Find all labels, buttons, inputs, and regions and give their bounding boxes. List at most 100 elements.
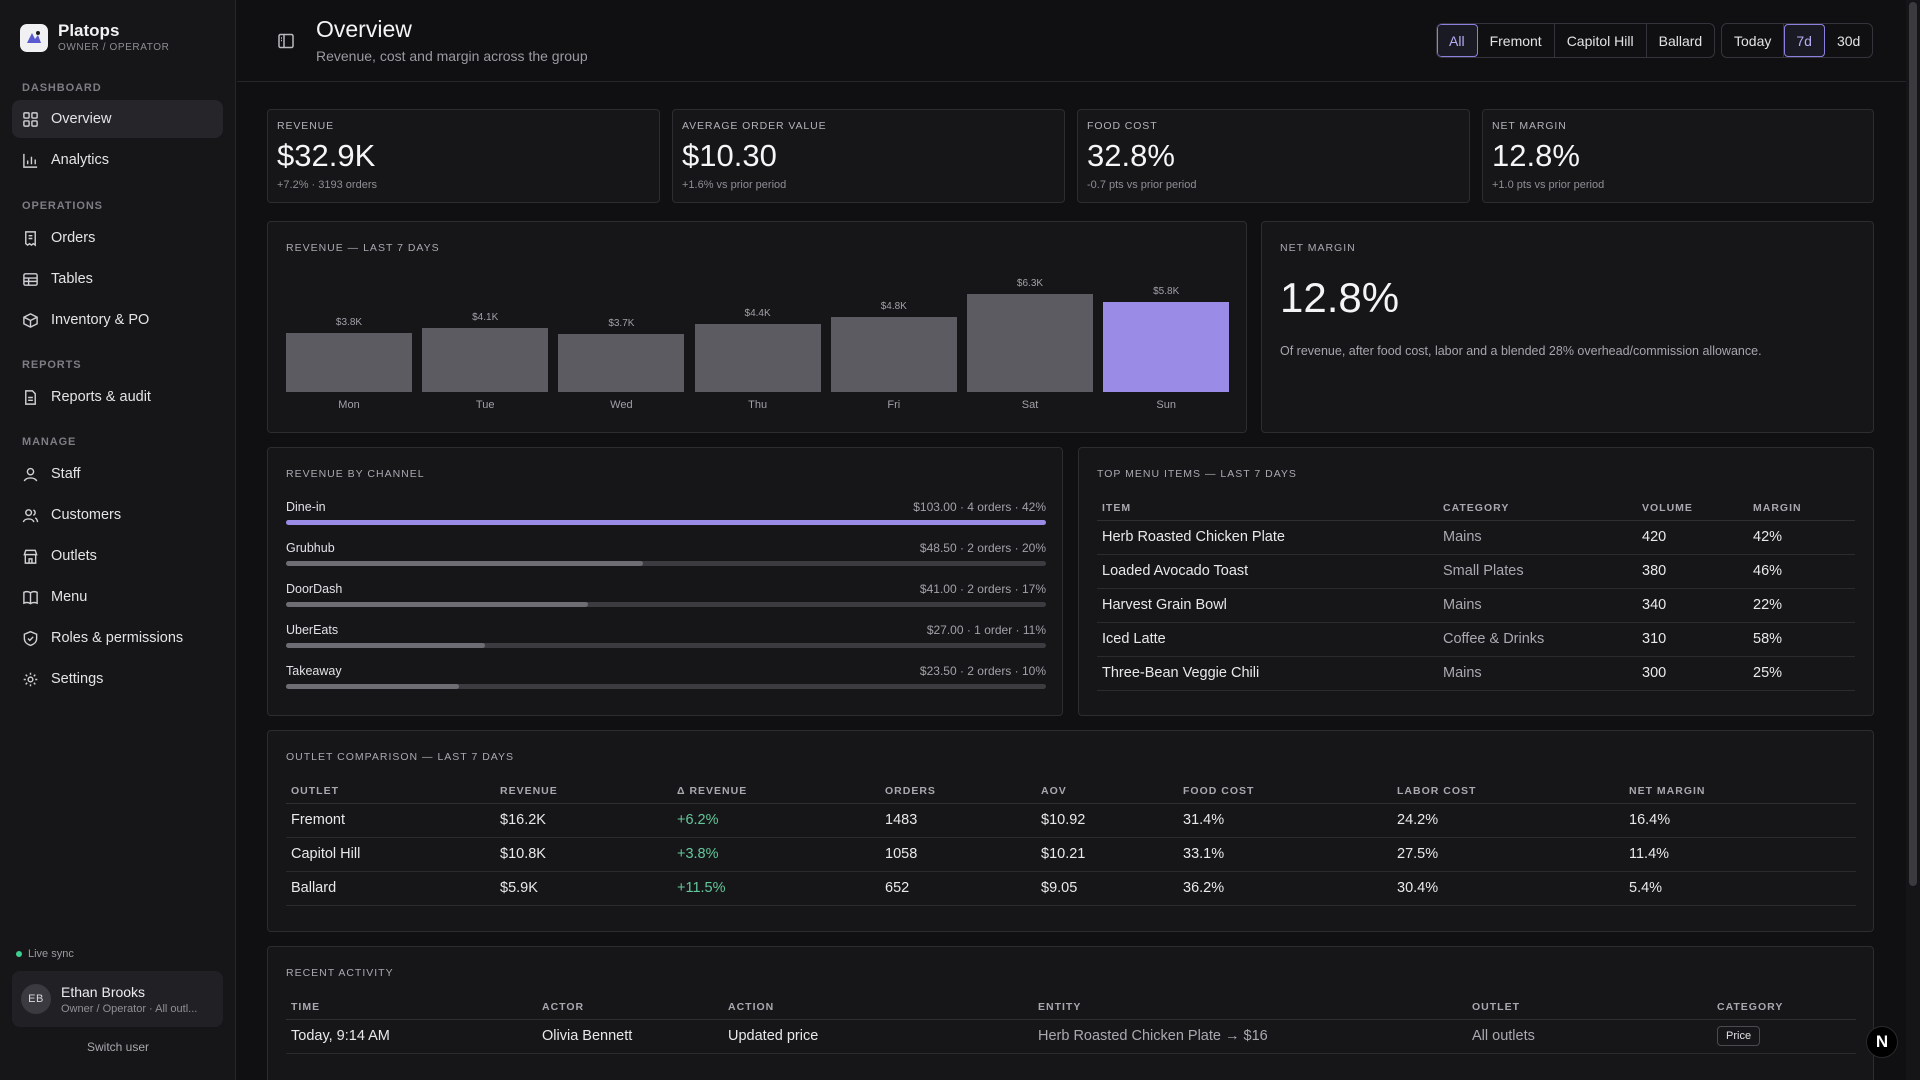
revenue-bar[interactable] — [286, 332, 412, 392]
table-row[interactable]: Ballard $5.9K +11.5% 652 $9.05 36.2% 30.4% 5.4% — [286, 871, 1856, 906]
table-cell: 5.4% — [1624, 871, 1856, 906]
outlet-filter-all[interactable]: All — [1437, 24, 1478, 57]
revenue-bar[interactable] — [1103, 301, 1230, 392]
kpi-value: 12.8% — [1492, 138, 1580, 173]
sidebar-item-outlets[interactable]: Outlets — [12, 537, 223, 575]
sidebar-item-menu[interactable]: Menu — [12, 578, 223, 616]
revenue-bar[interactable] — [422, 328, 549, 392]
revenue-bar[interactable] — [694, 323, 821, 392]
column-header[interactable]: NET MARGIN — [1624, 775, 1856, 804]
kpi-card-food-cost: FOOD COST 32.8% -0.7 pts vs prior period — [1077, 109, 1470, 203]
outlet-filter-ballard[interactable]: Ballard — [1658, 32, 1703, 49]
column-header[interactable]: VOLUME — [1637, 492, 1748, 521]
sidebar-item-inventory[interactable]: Inventory & PO — [12, 301, 223, 339]
category-badge[interactable]: Price — [1717, 1026, 1761, 1046]
column-header[interactable]: CATEGORY — [1712, 991, 1856, 1020]
live-sync-indicator: Live sync — [16, 948, 74, 960]
table-cell: 33.1% — [1178, 837, 1392, 872]
column-header[interactable]: OUTLET — [1467, 991, 1712, 1020]
column-header[interactable]: REVENUE — [495, 775, 672, 804]
column-header[interactable]: OUTLET — [286, 775, 495, 804]
revenue-bar[interactable] — [558, 334, 685, 392]
bar-value-label: $3.7K — [608, 318, 635, 330]
period-filter-7d[interactable]: 7d — [1784, 24, 1825, 57]
sidebar-item-label: Settings — [51, 671, 104, 687]
table-row[interactable]: Capitol Hill $10.8K +3.8% 1058 $10.21 33.1% 27… — [286, 837, 1856, 872]
table-row[interactable]: Fremont $16.2K +6.2% 1483 $10.92 31.4% 24.2% 16… — [286, 803, 1856, 838]
avatar: EB — [21, 984, 51, 1014]
channel-bar-fill — [286, 643, 486, 648]
section-label-reports: REPORTS — [22, 359, 82, 371]
channel-stats: $103.00 · 4 orders · 42% — [913, 500, 1046, 514]
period-filter-today[interactable]: Today — [1722, 24, 1785, 57]
kpi-card-aov: AVERAGE ORDER VALUE $10.30 +1.6% vs prio… — [672, 109, 1065, 203]
bar-category-label: Thu — [748, 399, 768, 411]
scroll-thumb[interactable] — [1909, 2, 1917, 886]
column-header[interactable]: MARGIN — [1748, 492, 1855, 521]
table-cell: $10.92 — [1036, 803, 1178, 838]
table-cell: +6.2% — [672, 803, 880, 838]
table-cell: Loaded Avocado Toast — [1097, 554, 1438, 589]
table-cell: 25% — [1748, 656, 1855, 691]
outlet-filter-capitol-hill[interactable]: Capitol Hill — [1555, 24, 1647, 57]
table-cell: 46% — [1748, 554, 1855, 589]
column-header[interactable]: ACTION — [723, 991, 1033, 1020]
recent-activity-title: RECENT ACTIVITY — [286, 967, 394, 979]
outlet-filter: All Fremont Capitol Hill Ballard — [1436, 23, 1716, 58]
sidebar-item-staff[interactable]: Staff — [12, 455, 223, 493]
bar-value-label: $4.8K — [880, 301, 907, 313]
channel-bar-fill — [286, 684, 460, 689]
table-cell: Mains — [1438, 588, 1637, 623]
sidebar-item-customers[interactable]: Customers — [12, 496, 223, 534]
table-cell: $16.2K — [495, 803, 672, 838]
column-header[interactable]: LABOR COST — [1392, 775, 1624, 804]
brand[interactable]: Platops OWNER / OPERATOR — [20, 22, 169, 53]
switch-user-link[interactable]: Switch user — [86, 1040, 150, 1054]
table-row[interactable]: Herb Roasted Chicken Plate Mains 420 42% — [1097, 520, 1855, 555]
table-row[interactable]: Today, 9:14 AM Olivia Bennett Updated pric… — [286, 1019, 1856, 1054]
bar-category-label: Tue — [475, 399, 495, 411]
top-items-card: TOP MENU ITEMS — LAST 7 DAYS ITEM CATEGOR… — [1078, 447, 1874, 716]
sidebar-item-label: Overview — [51, 111, 112, 127]
column-header[interactable]: FOOD COST — [1178, 775, 1392, 804]
recent-activity-table: TIME ACTOR ACTION ENTITY OUTLET CATEGORY Toda… — [286, 991, 1856, 1054]
page-scrollbar[interactable] — [1906, 0, 1920, 1080]
sidebar-item-overview[interactable]: Overview — [12, 100, 223, 138]
revenue-bar[interactable] — [830, 317, 957, 392]
table-cell: 380 — [1637, 554, 1748, 589]
column-header[interactable]: ACTOR — [537, 991, 723, 1020]
sidebar-item-analytics[interactable]: Analytics — [12, 141, 223, 179]
table-row[interactable]: Three-Bean Veggie Chili Mains 300 25% — [1097, 656, 1855, 691]
sidebar-item-orders[interactable]: Orders — [12, 219, 223, 257]
bar-category-label: Wed — [610, 399, 633, 411]
user-card[interactable]: EB Ethan Brooks Owner / Operator · All o… — [12, 971, 223, 1027]
outlet-comparison-table: OUTLET REVENUE Δ REVENUE ORDERS AOV FOOD COST… — [286, 775, 1856, 906]
assistant-fab[interactable]: N — [1866, 1026, 1898, 1058]
sidebar-item-label: Menu — [51, 589, 88, 605]
column-header[interactable]: ITEM — [1097, 492, 1438, 521]
bar-value-label: $5.8K — [1153, 285, 1180, 297]
sidebar-item-settings[interactable]: Settings — [12, 660, 223, 698]
period-filter-30d[interactable]: 30d — [1836, 32, 1861, 49]
table-cell: 27.5% — [1392, 837, 1624, 872]
column-header[interactable]: ENTITY — [1033, 991, 1467, 1020]
section-label-operations: OPERATIONS — [22, 200, 103, 212]
column-header[interactable]: CATEGORY — [1438, 492, 1637, 521]
table-row[interactable]: Harvest Grain Bowl Mains 340 22% — [1097, 588, 1855, 623]
sidebar-item-tables[interactable]: Tables — [12, 260, 223, 298]
sidebar-item-label: Outlets — [51, 548, 97, 564]
table-row[interactable]: Loaded Avocado Toast Small Plates 380 46% — [1097, 554, 1855, 589]
book-icon — [23, 590, 38, 605]
table-cell: Mains — [1438, 656, 1637, 691]
table-row[interactable]: Iced Latte Coffee & Drinks 310 58% — [1097, 622, 1855, 657]
column-header[interactable]: TIME — [286, 991, 537, 1020]
column-header[interactable]: ORDERS — [880, 775, 1036, 804]
outlet-filter-fremont[interactable]: Fremont — [1478, 24, 1555, 57]
table-cell: 16.4% — [1624, 803, 1856, 838]
sidebar-item-roles[interactable]: Roles & permissions — [12, 619, 223, 657]
sidebar-item-reports[interactable]: Reports & audit — [12, 378, 223, 416]
revenue-bar[interactable] — [967, 294, 1093, 392]
sidebar-toggle-icon[interactable] — [277, 32, 295, 50]
column-header[interactable]: Δ REVENUE — [672, 775, 880, 804]
column-header[interactable]: AOV — [1036, 775, 1178, 804]
